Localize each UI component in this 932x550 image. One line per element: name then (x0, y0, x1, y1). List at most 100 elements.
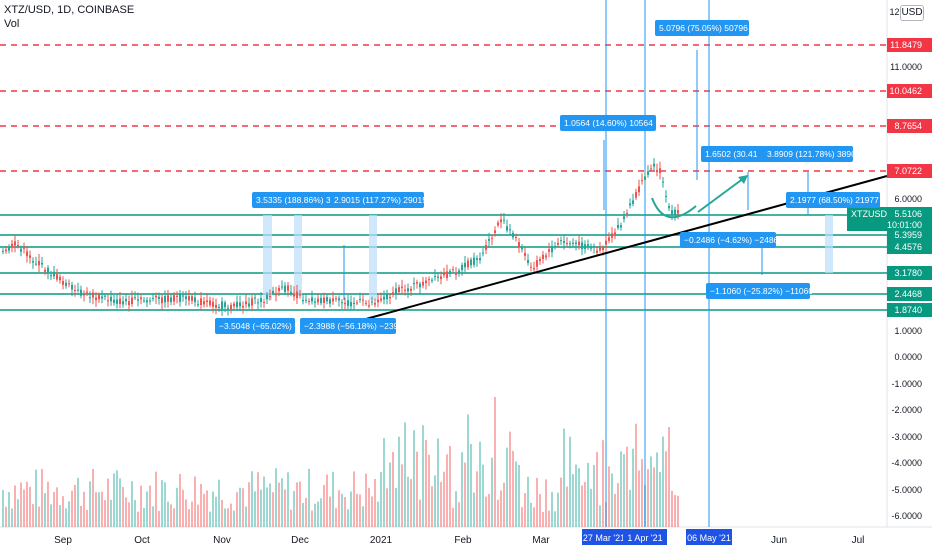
curve-drawing[interactable] (651, 197, 697, 219)
candle-body (275, 293, 277, 296)
volume-bar (347, 509, 349, 527)
volume-bar (389, 462, 391, 527)
candle-body (413, 282, 415, 285)
candle-body (302, 299, 304, 302)
measure-label-box[interactable] (215, 318, 295, 334)
volume-bar (338, 490, 340, 527)
volume-bar (233, 510, 235, 527)
candle-body (140, 297, 142, 300)
volume-bar (254, 491, 256, 527)
candle-body (557, 242, 559, 245)
measure-label-box[interactable] (786, 192, 880, 208)
candle-body (149, 300, 151, 302)
volume-bar (299, 481, 301, 527)
volume-bar (596, 452, 598, 527)
volume-bar (188, 509, 190, 527)
measure-label: 1.0564 (14.60%) 10564 (564, 118, 653, 128)
measure-label-box[interactable] (252, 192, 340, 208)
measure-label-box[interactable] (706, 283, 810, 299)
candle-body (119, 298, 121, 305)
volume-bar (647, 469, 649, 527)
volume-bar (581, 485, 583, 527)
current-price-label: 5.5106 (894, 209, 922, 219)
volume-bar (623, 454, 625, 527)
measure-label-box[interactable] (701, 146, 767, 162)
candle-body (116, 299, 118, 304)
candles (2, 158, 679, 316)
measure-label-box[interactable] (560, 115, 656, 131)
candle-body (122, 301, 124, 305)
measure-label-box[interactable] (655, 20, 749, 36)
volume-bar (587, 462, 589, 527)
volume-bar (257, 472, 259, 527)
candle-body (134, 297, 136, 299)
volume-bar (65, 508, 67, 527)
volume-bar (575, 464, 577, 527)
volume-bar (497, 499, 499, 527)
volume-bar (416, 451, 418, 527)
volume-bar (281, 478, 283, 527)
measure-label: 2.1977 (68.50%) 21977 (790, 195, 879, 205)
candle-body (458, 270, 460, 273)
volume-bar (422, 425, 424, 527)
measure-band[interactable] (294, 215, 302, 296)
measure-band[interactable] (263, 215, 272, 300)
volume-bar (500, 490, 502, 527)
measure-label-box[interactable] (330, 192, 424, 208)
volume-bar (383, 438, 385, 527)
measurement-labels: 5.0796 (75.05%) 50796 1.0564 (14.60%) 105… (215, 20, 880, 334)
candle-body (422, 281, 424, 286)
volume-bar (548, 510, 550, 527)
measure-band[interactable] (825, 215, 833, 273)
candle-body (482, 252, 484, 254)
candle-body (554, 246, 556, 248)
candle-body (155, 295, 157, 298)
candle-body (500, 219, 502, 223)
volume-bar (152, 506, 154, 527)
volume-bar (32, 504, 34, 527)
measure-label-box[interactable] (680, 232, 776, 248)
arrow-drawing[interactable] (697, 177, 745, 213)
volume-bar (323, 485, 325, 527)
volume-bar (35, 469, 37, 527)
plot-area (0, 0, 887, 527)
volume-bar (143, 507, 145, 527)
volume-title[interactable]: Vol (4, 18, 20, 30)
candle-body (443, 273, 445, 276)
candle-body (227, 307, 229, 309)
volume-bar (41, 468, 43, 527)
symbol-title[interactable]: XTZ/USD, 1D, COINBASE (4, 4, 135, 16)
candle-body (128, 301, 130, 306)
measure-band[interactable] (369, 215, 377, 300)
volume-bar (50, 504, 52, 527)
candle-body (2, 250, 4, 252)
volume-bar (275, 468, 277, 527)
candle-body (209, 300, 211, 306)
candle-body (338, 298, 340, 301)
candle-body (371, 301, 373, 303)
volume-bar (512, 450, 514, 527)
volume-bar (218, 479, 220, 527)
candle-body (518, 242, 520, 248)
volume-bar (20, 482, 22, 527)
volume-bar (116, 470, 118, 527)
volume-bar (368, 487, 370, 527)
candle-body (677, 210, 679, 214)
volume-bar (146, 491, 148, 527)
candle-body (467, 260, 469, 268)
time-tick-label: Jul (852, 535, 865, 546)
currency-button[interactable]: USD (900, 5, 924, 21)
candle-body (650, 168, 652, 170)
time-axis: SepOctNovDec2021FebMarAprMayJunJul27 Mar… (54, 529, 864, 546)
measure-label-box[interactable] (763, 146, 853, 162)
candle-body (449, 270, 451, 275)
candle-body (254, 297, 256, 299)
time-marker-badge (582, 529, 626, 545)
volume-bar (83, 491, 85, 527)
measure-label: 3.5335 (188.86%) 3 (256, 195, 331, 205)
time-marker-badge (623, 529, 667, 545)
volume-bar (269, 483, 271, 527)
measure-label-box[interactable] (300, 318, 396, 334)
candle-body (542, 254, 544, 259)
